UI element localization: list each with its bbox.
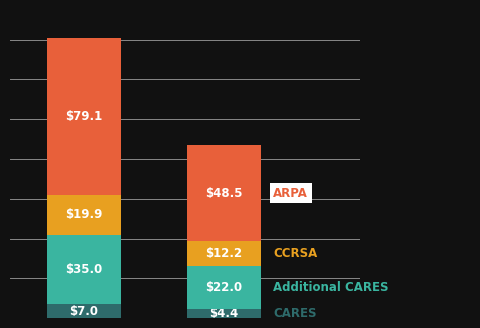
Text: $22.0: $22.0 bbox=[205, 281, 242, 294]
Text: $19.9: $19.9 bbox=[65, 208, 103, 221]
Text: ARPA: ARPA bbox=[274, 187, 308, 200]
Text: $48.5: $48.5 bbox=[205, 187, 243, 200]
Bar bbox=[187, 309, 261, 318]
Bar bbox=[47, 38, 121, 195]
Bar bbox=[187, 241, 261, 266]
Bar bbox=[187, 266, 261, 309]
Text: $4.4: $4.4 bbox=[209, 307, 239, 320]
Bar bbox=[47, 235, 121, 304]
Text: CARES: CARES bbox=[274, 307, 317, 320]
Bar bbox=[47, 195, 121, 235]
Text: $7.0: $7.0 bbox=[69, 305, 98, 318]
Text: Additional CARES: Additional CARES bbox=[274, 281, 389, 294]
Bar bbox=[187, 145, 261, 241]
Text: CCRSA: CCRSA bbox=[274, 247, 318, 260]
Text: $12.2: $12.2 bbox=[205, 247, 242, 260]
Text: $79.1: $79.1 bbox=[65, 110, 102, 123]
Bar bbox=[47, 304, 121, 318]
Text: $35.0: $35.0 bbox=[65, 263, 102, 276]
